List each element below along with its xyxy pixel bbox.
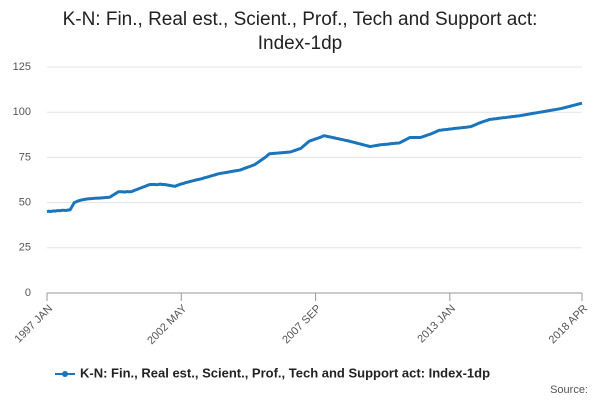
x-tick-label: 1997 JAN <box>13 303 56 346</box>
source: Source: <box>550 384 588 396</box>
x-tick-label: 2007 SEP <box>280 303 324 347</box>
y-tick-label: 25 <box>19 242 31 254</box>
x-tick-label: 2002 MAY <box>145 302 190 347</box>
y-tick-label: 75 <box>19 151 31 163</box>
y-tick-label: 50 <box>19 197 31 209</box>
x-tick-label: 2013 JAN <box>415 303 458 346</box>
legend-marker <box>62 371 68 377</box>
y-tick-label: 125 <box>13 61 31 73</box>
y-tick-label: 100 <box>13 106 31 118</box>
series-line <box>46 101 583 214</box>
x-tick-label: 2018 APR <box>547 303 591 347</box>
legend-text: K-N: Fin., Real est., Scient., Prof., Te… <box>80 365 490 380</box>
y-tick-label: 0 <box>25 287 31 299</box>
chart-title: K-N: Fin., Real est., Scient., Prof., Te… <box>62 9 538 54</box>
